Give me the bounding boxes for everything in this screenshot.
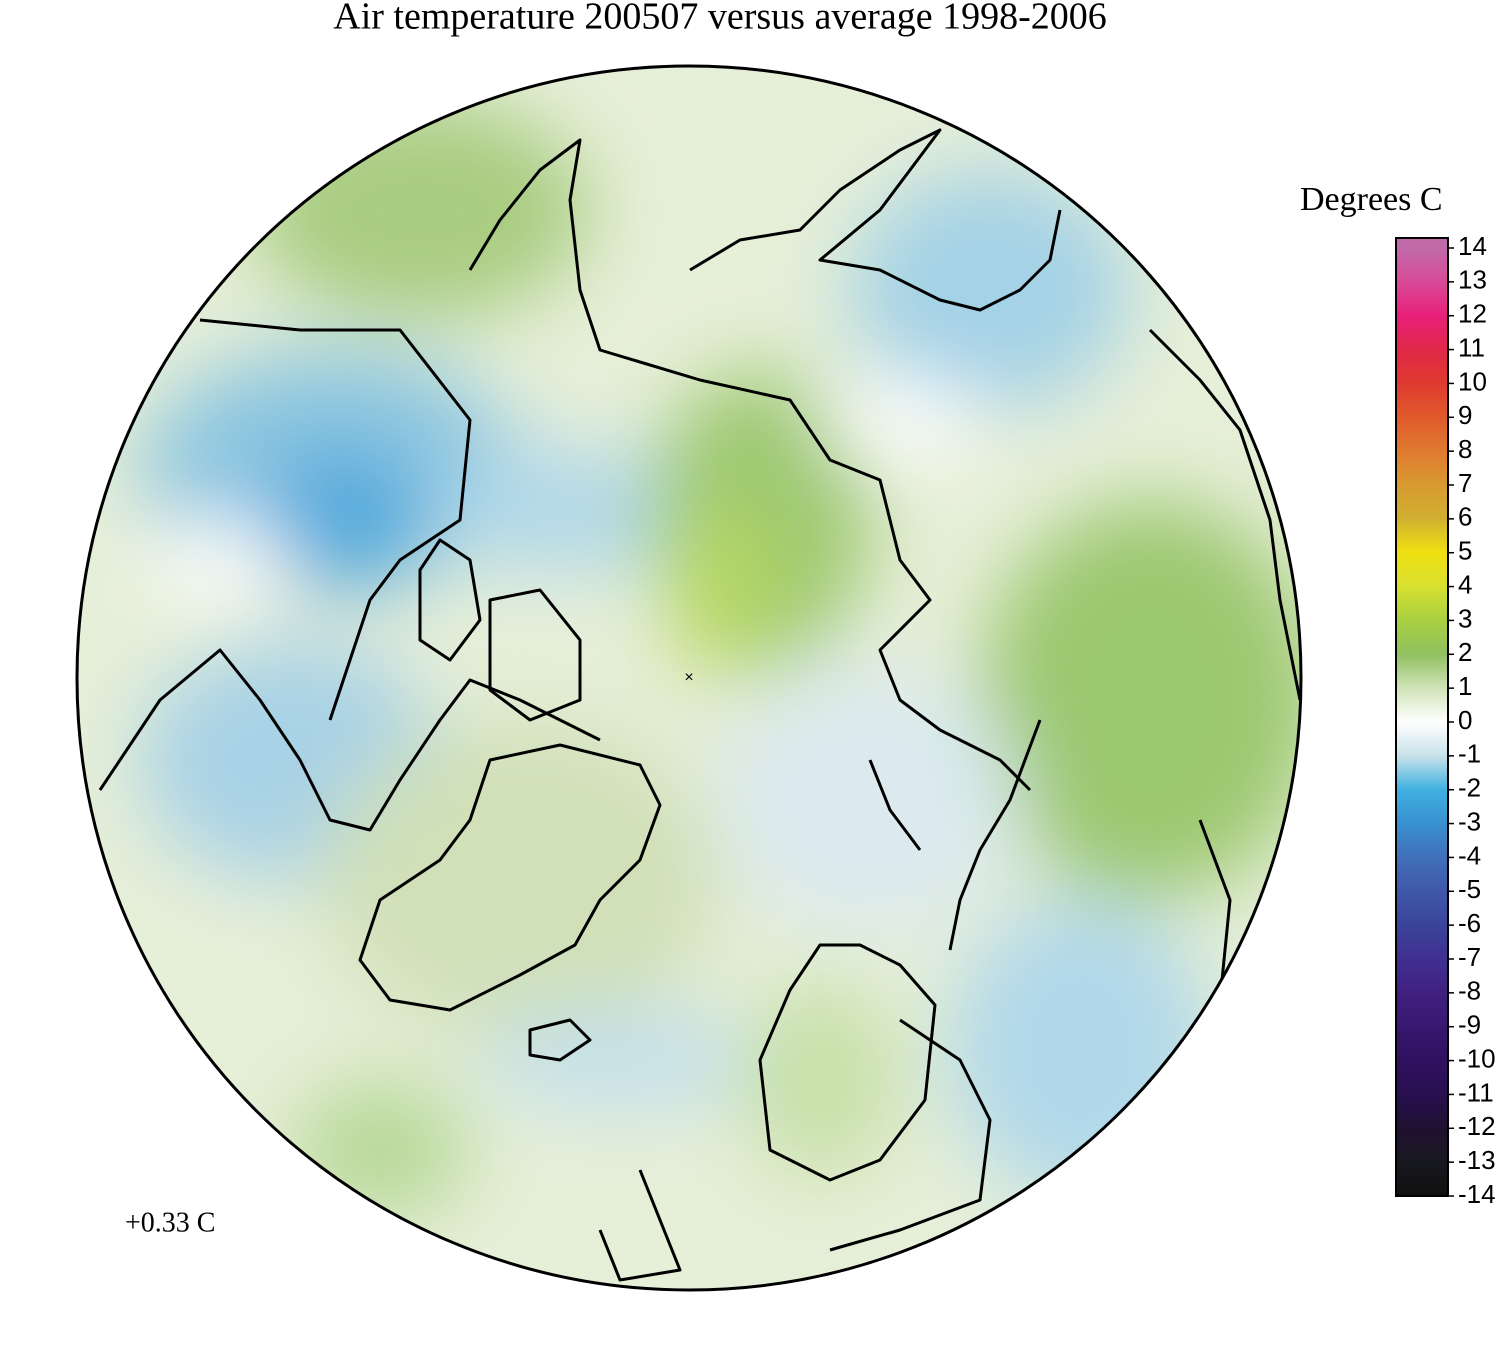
colorbar-tick-label: -14 (1458, 1179, 1496, 1209)
mean-annotation: +0.33 C (125, 1207, 215, 1238)
colorbar-tick-label: -7 (1458, 942, 1481, 972)
colorbar-ramp (1395, 237, 1449, 1197)
colorbar-tick-label: 2 (1458, 637, 1472, 667)
colorbar-tick-label: -11 (1458, 1077, 1494, 1107)
colorbar-tick-label: -2 (1458, 773, 1481, 803)
colorbar-tick-label: 13 (1458, 265, 1487, 295)
coastlines (98, 128, 1301, 1282)
colorbar-tick-label: 3 (1458, 603, 1472, 633)
colorbar-tick-label: -3 (1458, 806, 1481, 836)
colorbar-tick-label: 14 (1458, 231, 1487, 261)
colorbar-tick-label: 4 (1458, 569, 1472, 599)
colorbar-tick-label: -1 (1458, 739, 1481, 769)
colorbar-tick-label: 8 (1458, 434, 1472, 464)
colorbar-tick-label: 6 (1458, 502, 1472, 532)
colorbar-tick-label: 12 (1458, 299, 1487, 329)
colorbar-tick-label: -8 (1458, 976, 1481, 1006)
colorbar-tick-label: 11 (1458, 332, 1485, 362)
colorbar-tick-label: -12 (1458, 1111, 1496, 1141)
colorbar-tick-label: -10 (1458, 1043, 1496, 1073)
colorbar-tick-label: 0 (1458, 705, 1472, 735)
temperature-field (77, 66, 1301, 1290)
colorbar-tick-label: 7 (1458, 468, 1472, 498)
colorbar-title: Degrees C (1300, 181, 1443, 218)
colorbar-tick-label: 9 (1458, 400, 1472, 430)
colorbar-tick-label: -13 (1458, 1145, 1496, 1175)
map-boundary (75, 64, 1303, 1292)
pole-marker: × (684, 669, 693, 686)
map-title: Air temperature 200507 versus average 19… (333, 0, 1106, 38)
colorbar-tick-label: -9 (1458, 1010, 1481, 1040)
colorbar-tick-label: 10 (1458, 366, 1487, 396)
colorbar-tick-label: 5 (1458, 536, 1472, 566)
colorbar-tick-label: 1 (1458, 671, 1472, 701)
colorbar: 14131211109876543210-1-2-3-4-5-6-7-8-9-1… (1395, 231, 1496, 1209)
colorbar-tick-label: -4 (1458, 840, 1481, 870)
colorbar-tick-label: -5 (1458, 874, 1481, 904)
colorbar-tick-label: -6 (1458, 908, 1481, 938)
